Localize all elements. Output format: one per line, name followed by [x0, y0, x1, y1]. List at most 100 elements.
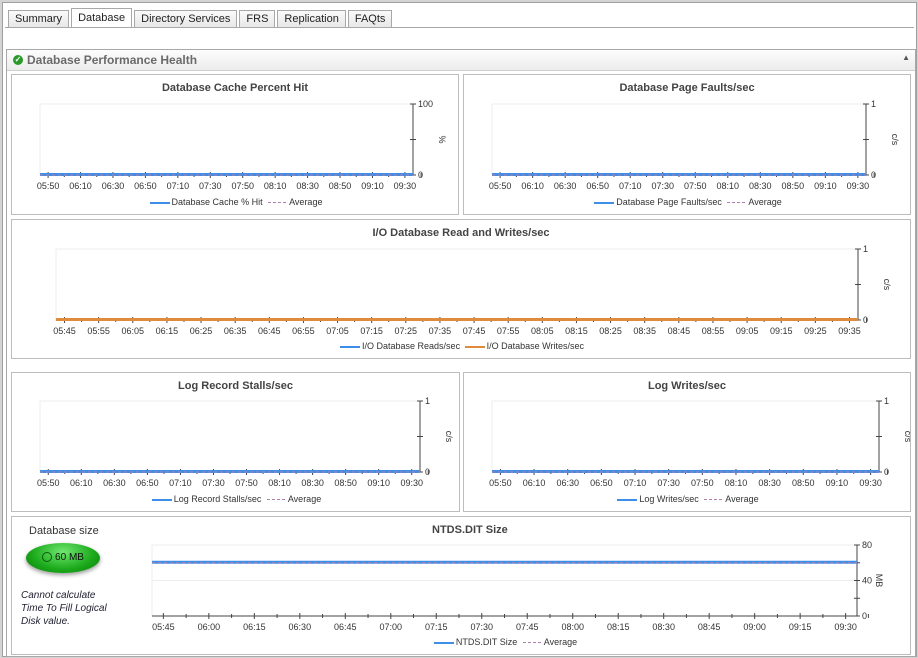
- x-tick-label: 07:30: [199, 181, 222, 191]
- y-axis-label: %: [437, 135, 447, 143]
- chart-title: Database Cache Percent Hit: [161, 82, 309, 94]
- x-tick-label: 06:45: [334, 622, 357, 632]
- legend-label[interactable]: Log Writes/sec: [639, 494, 699, 504]
- chart-title: Database Page Faults/sec: [619, 82, 755, 94]
- x-tick-label: 06:50: [586, 181, 609, 191]
- x-tick-label: 08:45: [698, 622, 721, 632]
- x-tick-label: 06:50: [590, 478, 613, 488]
- legend-label[interactable]: Average: [287, 494, 322, 504]
- x-tick-label: 08:35: [633, 326, 656, 336]
- x-tick-label: 07:25: [395, 326, 418, 336]
- x-tick-label: 07:50: [235, 478, 258, 488]
- y-tick-label: 1: [871, 99, 876, 109]
- database-size-indicator: 60 MB: [26, 543, 100, 573]
- chart-log-record-stalls: Log Record Stalls/sec 05:50 06:10 06:30 06:5…: [11, 372, 460, 512]
- y-tick-label: 1: [425, 396, 430, 406]
- y-tick-label: 100: [418, 99, 433, 109]
- tab-frs[interactable]: FRS: [239, 10, 276, 28]
- legend-swatch: [433, 641, 454, 644]
- x-tick-label: 05:55: [87, 326, 110, 336]
- plot-area: [491, 103, 867, 176]
- x-tick-label: 09:00: [743, 622, 766, 632]
- x-tick-label: 07:30: [202, 478, 225, 488]
- legend-label[interactable]: NTDS.DIT Size: [455, 637, 518, 647]
- legend-label[interactable]: I/O Database Writes/sec: [486, 341, 584, 351]
- x-tick-label: 09:30: [394, 181, 417, 191]
- x-tick-label: 08:05: [531, 326, 554, 336]
- y-axis-label: c/s: [903, 431, 910, 443]
- x-tick-label: 08:10: [264, 181, 287, 191]
- x-tick-label: 07:55: [497, 326, 520, 336]
- x-tick-label: 08:30: [749, 181, 772, 191]
- chart-log-writes: Log Writes/sec 05:50 06:10 06:30 06:50 07:10 0…: [463, 372, 911, 512]
- x-tick-label: 07:50: [684, 181, 707, 191]
- tab-summary[interactable]: Summary: [8, 10, 70, 28]
- legend-label[interactable]: Average: [748, 197, 782, 207]
- x-tick-label: 07:50: [231, 181, 254, 191]
- x-tick-label: 08:10: [725, 478, 748, 488]
- x-tick-label: 08:50: [329, 181, 352, 191]
- x-tick-label: 06:30: [554, 181, 577, 191]
- legend-label[interactable]: Database Page Faults/sec: [616, 197, 722, 207]
- y-tick-label: 1: [863, 244, 868, 254]
- panel-header[interactable]: ✓ Database Performance Health: [7, 50, 915, 71]
- chart-legend: NTDS.DIT Size Average: [152, 637, 857, 647]
- x-tick-label: 08:10: [717, 181, 740, 191]
- y-tick-label: 0: [863, 315, 868, 325]
- database-size-value: 60 MB: [55, 552, 84, 563]
- x-tick-label: 09:30: [400, 478, 423, 488]
- tab-faqts[interactable]: FAQts: [347, 10, 393, 28]
- tab-directory-services[interactable]: Directory Services: [134, 10, 238, 28]
- x-tick-label: 09:15: [789, 622, 812, 632]
- legend-label[interactable]: Average: [289, 197, 323, 207]
- x-tick-label: 06:15: [243, 622, 266, 632]
- x-tick-label: 09:30: [834, 622, 857, 632]
- x-tick-label: 09:10: [367, 478, 390, 488]
- y-tick-label: 0: [884, 467, 889, 477]
- plot-area: [55, 248, 859, 321]
- chart-title: Log Record Stalls/sec: [178, 380, 293, 392]
- x-tick-label: 07:50: [691, 478, 714, 488]
- x-tick-label: 07:10: [169, 478, 192, 488]
- x-tick-label: 07:45: [463, 326, 486, 336]
- x-tick-label: 07:05: [326, 326, 349, 336]
- tab-database[interactable]: Database: [71, 8, 133, 28]
- plot-area: [39, 103, 414, 176]
- chart-legend: Database Page Faults/sec Average: [464, 197, 910, 207]
- legend-swatch: [149, 201, 170, 204]
- x-tick-label: 06:30: [289, 622, 312, 632]
- x-tick-label: 07:30: [470, 622, 493, 632]
- plot-area: [491, 400, 880, 473]
- x-tick-label: 08:30: [652, 622, 675, 632]
- y-tick-label: 0: [425, 467, 430, 477]
- x-tick-label: 06:25: [190, 326, 213, 336]
- y-axis-label: c/s: [882, 279, 892, 291]
- legend-swatch: [704, 499, 723, 501]
- x-tick-label: 08:55: [702, 326, 725, 336]
- chart-io-read-writes: I/O Database Read and Writes/sec 05:45 05:…: [11, 219, 911, 359]
- y-axis-label: MB: [874, 574, 884, 588]
- database-performance-panel: ✓ Database Performance Health ▲ Database…: [6, 49, 916, 657]
- y-tick-label: 0: [418, 170, 423, 180]
- chart-title: I/O Database Read and Writes/sec: [372, 227, 550, 239]
- legend-label[interactable]: Average: [725, 494, 759, 504]
- x-tick-label: 07:30: [657, 478, 680, 488]
- panel-title: Database Performance Health: [27, 53, 198, 67]
- chart-page-faults: Database Page Faults/sec 05:50 06:10 06:30 0…: [463, 74, 911, 215]
- tab-replication[interactable]: Replication: [277, 10, 346, 28]
- x-tick-label: 09:30: [859, 478, 882, 488]
- chart-svg: 05:50 06:10 06:30 06:50 07:10 07:30 07:50 08:10…: [489, 99, 900, 191]
- y-tick-label: 0: [871, 170, 876, 180]
- x-tick-label: 09:15: [770, 326, 793, 336]
- x-tick-label: 06:05: [122, 326, 145, 336]
- legend-label[interactable]: Database Cache % Hit: [171, 197, 263, 207]
- x-tick-label: 07:35: [429, 326, 452, 336]
- chart-legend: Log Writes/sec Average: [464, 494, 910, 504]
- chart-title: Log Writes/sec: [647, 380, 727, 392]
- legend-label[interactable]: Average: [543, 637, 578, 647]
- x-tick-label: 06:10: [521, 181, 544, 191]
- collapse-arrow-icon[interactable]: ▲: [902, 53, 910, 62]
- x-tick-label: 08:45: [668, 326, 691, 336]
- legend-label[interactable]: I/O Database Reads/sec: [362, 341, 461, 351]
- legend-label[interactable]: Log Record Stalls/sec: [173, 494, 262, 504]
